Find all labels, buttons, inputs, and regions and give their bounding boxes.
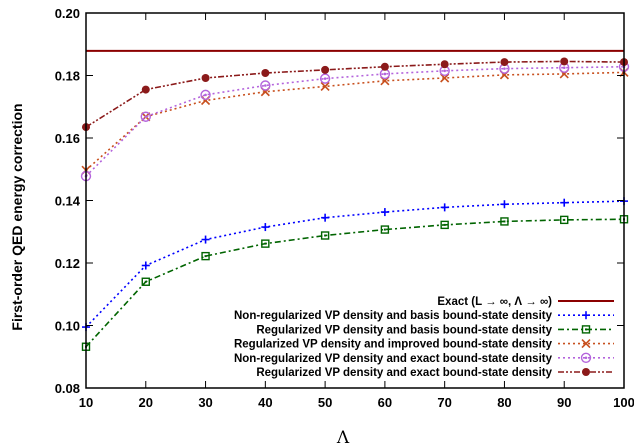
legend-label: Non-regularized VP density and exact bou…	[234, 353, 553, 365]
x-tick-label: 40	[258, 395, 272, 410]
data-point	[320, 231, 330, 240]
data-point	[321, 213, 330, 222]
data-point	[200, 95, 211, 106]
y-tick-label: 0.14	[55, 194, 81, 209]
legend-item-1: Non-regularized VP density and basis bou…	[234, 310, 614, 322]
data-point	[321, 65, 330, 74]
legend-label: Regularized VP density and exact bound-s…	[256, 367, 552, 379]
data-point	[261, 239, 270, 248]
x-tick-label: 60	[378, 395, 392, 410]
legend-item-exact: Exact (L → ∞, Λ → ∞)	[437, 296, 614, 308]
data-point	[380, 225, 390, 234]
x-tick-label: 10	[79, 395, 93, 410]
x-axis-title: Λ	[336, 428, 350, 448]
data-point	[141, 261, 150, 270]
data-point	[201, 74, 210, 82]
legend-label: Exact (L → ∞, Λ → ∞)	[437, 296, 552, 308]
legend-label: Regularized VP density and basis bound-s…	[256, 324, 552, 336]
series-4	[80, 61, 630, 182]
data-point	[320, 81, 330, 92]
data-point	[582, 368, 590, 376]
data-point	[581, 325, 591, 334]
data-point	[141, 85, 150, 94]
series-line	[85, 65, 625, 177]
x-tick-label: 20	[139, 395, 153, 410]
y-tick-label: 0.08	[55, 381, 80, 396]
ticks-layer: 10 20 30 40 50 60 70 80 90 100 0.08 0.10 0.12 0.14 0.1…	[55, 6, 634, 410]
data-point	[560, 198, 569, 207]
data-point	[201, 235, 210, 244]
data-point	[261, 69, 270, 77]
legend-label: Regularized VP density and improved boun…	[234, 339, 553, 351]
y-tick-label: 0.16	[55, 131, 80, 146]
legend: Exact (L → ∞, Λ → ∞) Non-regularized VP d…	[234, 296, 614, 379]
y-tick-label: 0.18	[55, 69, 80, 84]
x-tick-label: 50	[318, 395, 332, 410]
series-5	[82, 57, 628, 132]
series-1	[82, 197, 628, 332]
data-point	[500, 58, 509, 67]
data-point	[440, 203, 449, 212]
data-point	[500, 217, 509, 226]
x-tick-label: 100	[613, 395, 634, 410]
x-tick-label: 90	[557, 395, 571, 410]
series-3	[81, 67, 629, 175]
data-point	[500, 200, 509, 209]
data-point	[380, 62, 389, 71]
legend-item-5: Regularized VP density and exact bound-s…	[256, 367, 614, 379]
data-point	[440, 220, 449, 230]
series-line	[85, 71, 625, 171]
data-point	[201, 251, 210, 261]
y-tick-label: 0.10	[55, 319, 80, 334]
series-line	[85, 218, 625, 348]
y-tick-label: 0.20	[55, 6, 80, 21]
legend-label: Non-regularized VP density and basis bou…	[234, 310, 553, 322]
legend-item-3: Regularized VP density and improved boun…	[234, 339, 614, 351]
series-line	[85, 60, 625, 128]
data-point	[140, 111, 151, 122]
data-point	[319, 73, 331, 84]
x-tick-label: 30	[198, 395, 212, 410]
y-tick-label: 0.12	[55, 256, 80, 271]
data-point	[580, 352, 592, 363]
data-point	[560, 57, 569, 66]
data-point	[260, 80, 271, 91]
data-point	[440, 60, 449, 69]
x-tick-label: 80	[497, 395, 511, 410]
x-tick-label: 70	[437, 395, 451, 410]
legend-item-2: Regularized VP density and basis bound-s…	[256, 324, 614, 336]
data-point	[560, 215, 569, 225]
data-point	[141, 277, 150, 286]
data-point	[261, 223, 270, 232]
data-point	[582, 311, 590, 320]
data-point	[380, 208, 389, 217]
data-point	[440, 73, 450, 83]
legend-item-4: Non-regularized VP density and exact bou…	[234, 352, 614, 365]
data-point	[581, 339, 591, 349]
data-point	[200, 89, 211, 101]
y-axis-title: First-order QED energy correction	[9, 103, 25, 330]
